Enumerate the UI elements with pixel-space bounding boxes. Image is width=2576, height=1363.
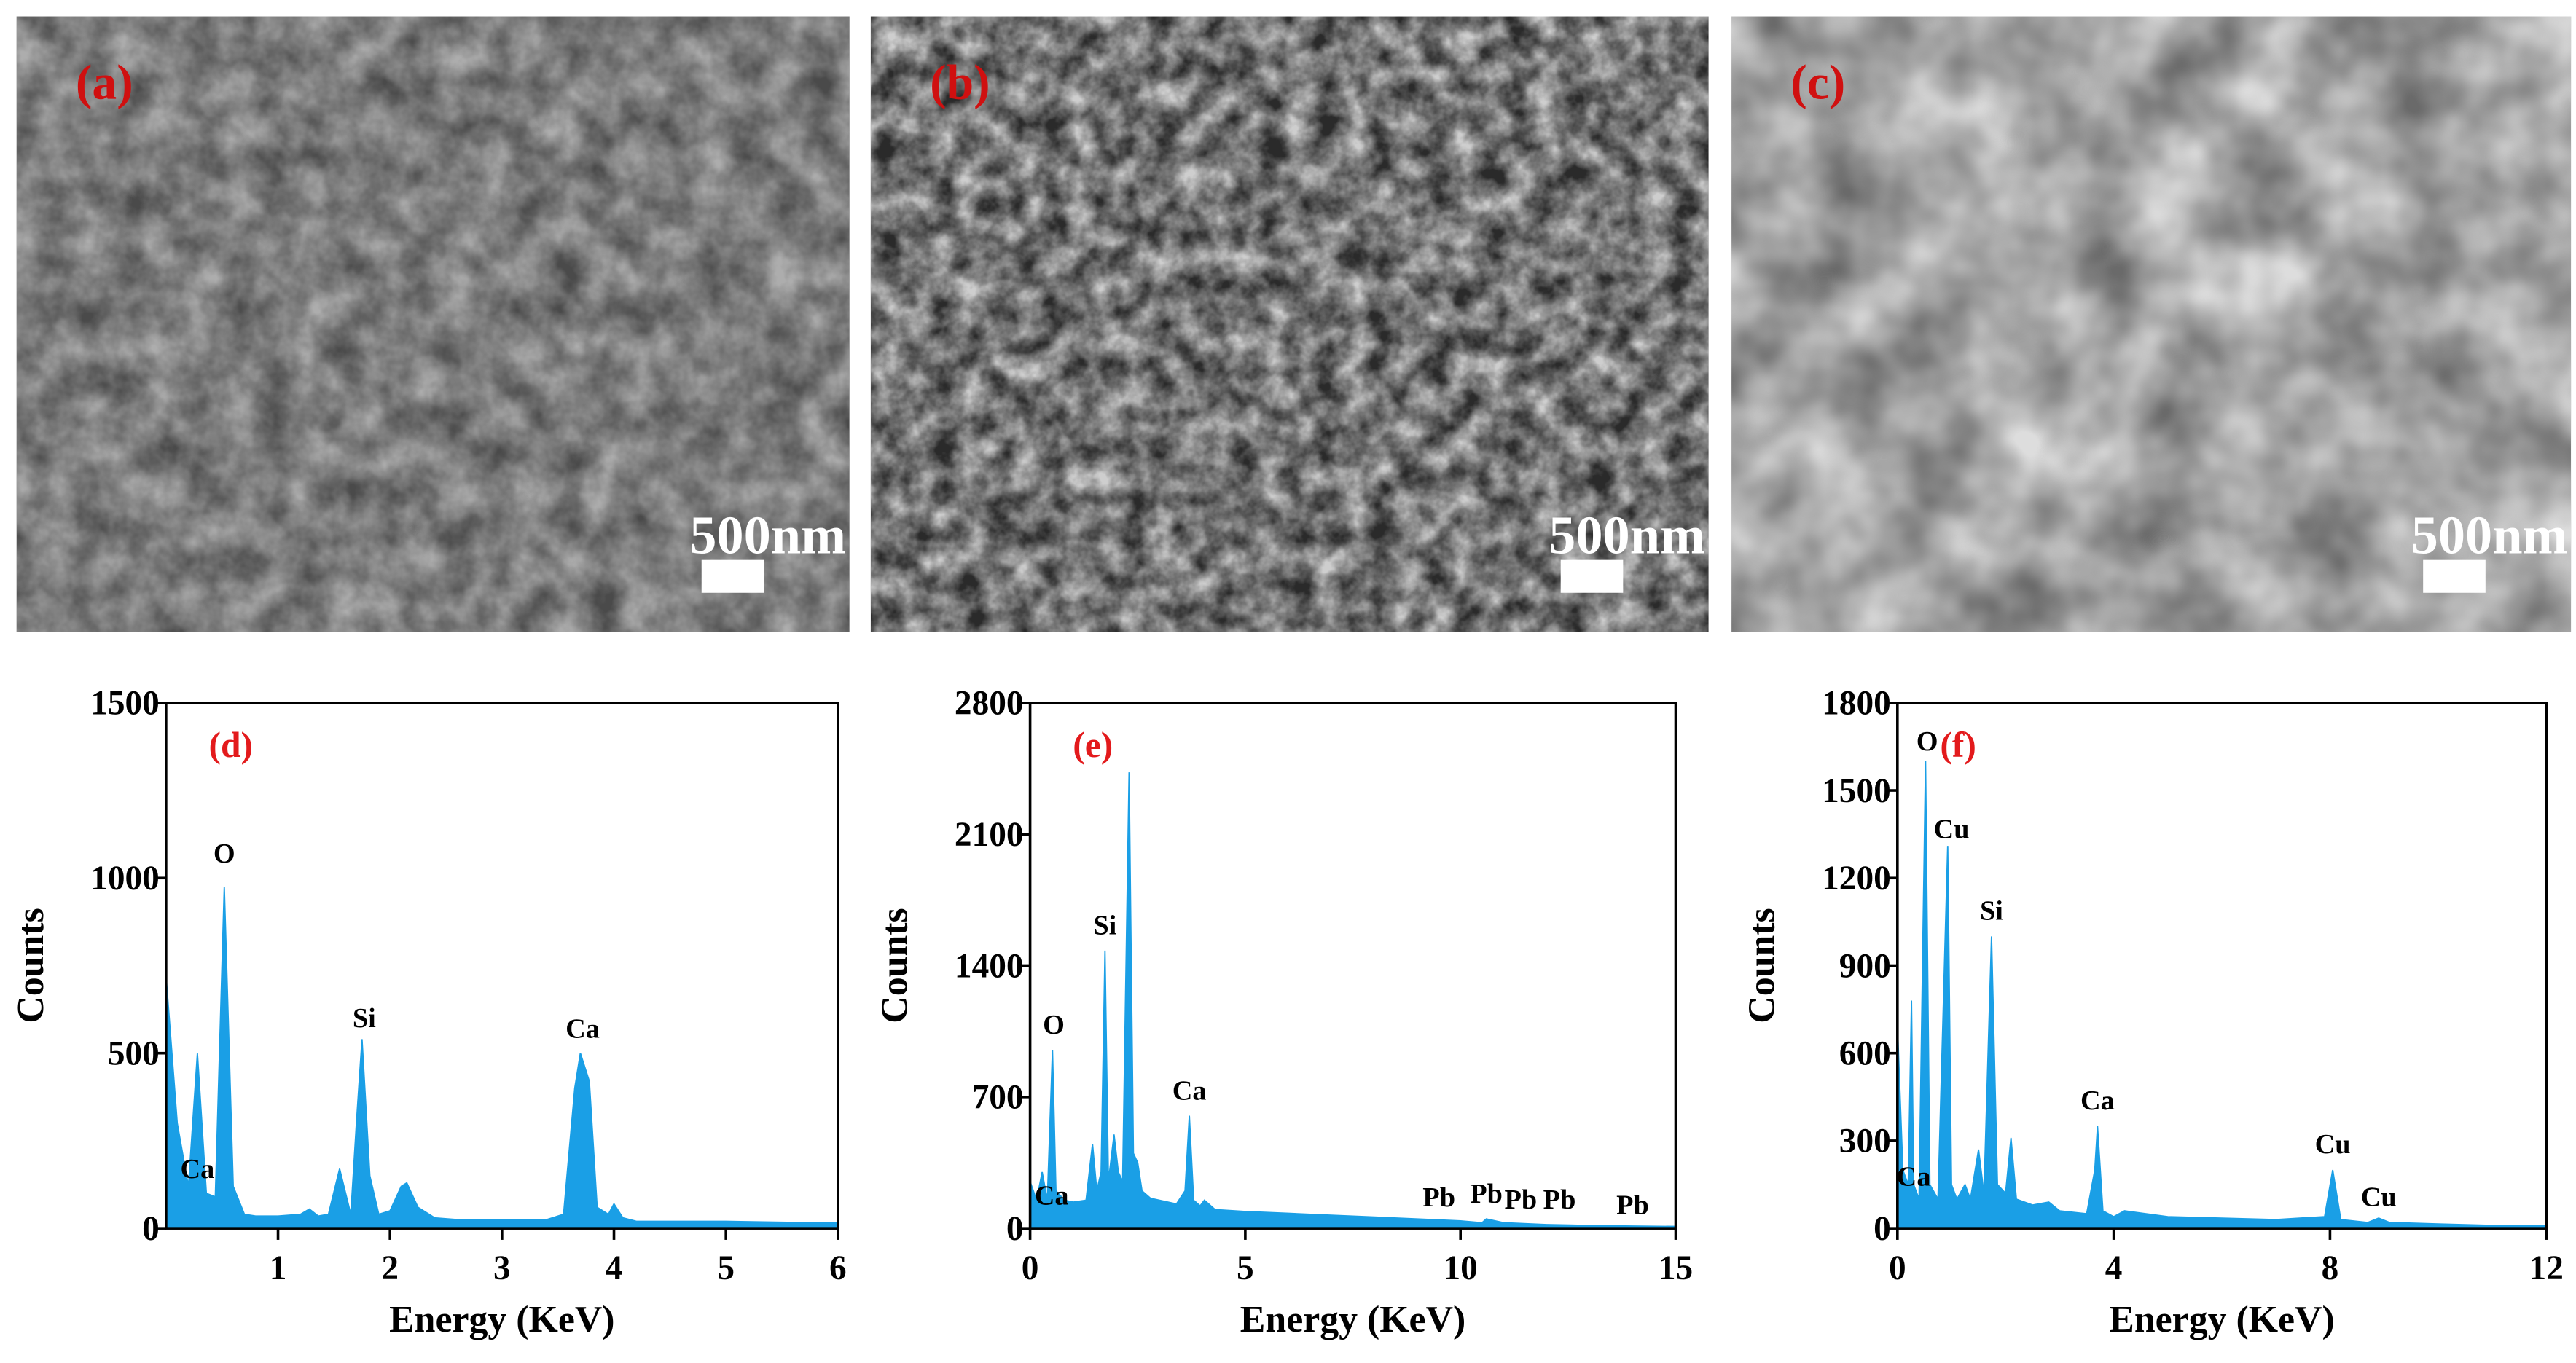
- peak-label: O: [1917, 726, 1938, 757]
- y-axis-title: Counts: [1742, 908, 1783, 1023]
- scale-bar: [1560, 559, 1624, 593]
- y-tick-label: 0: [1006, 1210, 1024, 1248]
- peak-label: Cu: [2361, 1182, 2397, 1212]
- y-tick-label: 0: [142, 1210, 160, 1248]
- peak-label: Pb: [1470, 1179, 1503, 1209]
- spectrum-area: [1896, 761, 2548, 1230]
- peak-label: Ca: [180, 1154, 214, 1185]
- x-tick-label: 10: [1444, 1249, 1478, 1287]
- image-label: (c): [1790, 55, 1845, 109]
- peak-label: Si: [1980, 896, 2003, 927]
- peak-label: Cu: [1934, 814, 1970, 844]
- x-tick-label: 4: [2105, 1249, 2123, 1287]
- y-tick-label: 500: [108, 1034, 160, 1072]
- image-label: (b): [930, 55, 990, 109]
- peak-label: Ca: [565, 1014, 600, 1045]
- spectrum-area: [1029, 772, 1677, 1230]
- peak-label: Pb: [1505, 1185, 1538, 1215]
- x-tick-label: 3: [493, 1249, 511, 1287]
- scale-bar-label: 500nm: [1549, 506, 1705, 566]
- scale-bar: [2423, 559, 2486, 593]
- y-axis-title: Counts: [10, 908, 52, 1023]
- y-tick-label: 1500: [90, 685, 160, 723]
- y-tick-label: 300: [1839, 1123, 1891, 1160]
- panel-label: (f): [1940, 725, 1976, 765]
- x-tick-label: 8: [2322, 1249, 2339, 1287]
- peak-label: Pb: [1543, 1185, 1576, 1215]
- scale-bar-label: 500nm: [2411, 506, 2568, 566]
- y-tick-label: 1000: [90, 860, 160, 897]
- x-tick-label: 5: [1237, 1249, 1254, 1287]
- x-tick-label: 15: [1659, 1249, 1693, 1287]
- panel-label: (d): [208, 725, 253, 765]
- peak-label: O: [1043, 1010, 1065, 1040]
- sem-image: [870, 16, 1709, 632]
- x-tick-label: 12: [2529, 1249, 2564, 1287]
- x-axis-title: Energy (KeV): [1240, 1299, 1465, 1340]
- peak-label: Pb: [1422, 1182, 1455, 1213]
- y-tick-label: 1400: [955, 947, 1024, 985]
- x-tick-label: 5: [717, 1249, 735, 1287]
- y-tick-label: 2100: [955, 816, 1024, 854]
- peak-label: Ca: [1172, 1075, 1207, 1106]
- panel-label: (e): [1073, 725, 1113, 765]
- scale-bar-label: 500nm: [689, 506, 846, 566]
- y-tick-label: 900: [1839, 947, 1891, 985]
- y-tick-label: 0: [1874, 1210, 1891, 1248]
- x-tick-label: 0: [1889, 1249, 1906, 1287]
- x-axis-title: Energy (KeV): [389, 1299, 614, 1340]
- x-tick-label: 0: [1022, 1249, 1039, 1287]
- y-tick-label: 1800: [1822, 685, 1891, 723]
- peak-label: Ca: [1035, 1181, 1069, 1211]
- peak-label: Si: [353, 1003, 376, 1034]
- peak-label: Pb: [1616, 1190, 1649, 1221]
- y-tick-label: 2800: [955, 685, 1024, 723]
- x-tick-label: 1: [270, 1249, 287, 1287]
- sem-image: [16, 16, 850, 632]
- y-tick-label: 700: [972, 1079, 1024, 1117]
- peak-label: Ca: [1897, 1161, 1931, 1192]
- peak-label: Ca: [2080, 1085, 2115, 1116]
- x-tick-label: 4: [606, 1249, 623, 1287]
- y-tick-label: 1500: [1822, 772, 1891, 810]
- y-axis-title: Counts: [874, 908, 916, 1023]
- y-tick-label: 600: [1839, 1034, 1891, 1072]
- spectrum-area: [165, 887, 839, 1230]
- peak-label: O: [214, 838, 235, 869]
- plot-frame: [165, 702, 839, 1230]
- x-tick-label: 2: [381, 1249, 399, 1287]
- y-tick-label: 1200: [1822, 860, 1891, 897]
- scale-bar: [701, 559, 764, 593]
- sem-image: [1731, 16, 2572, 632]
- peak-label: Si: [1093, 911, 1116, 941]
- image-label: (a): [76, 55, 133, 109]
- x-axis-title: Energy (KeV): [2109, 1299, 2334, 1340]
- peak-label: Cu: [2315, 1129, 2351, 1160]
- x-tick-label: 6: [829, 1249, 847, 1287]
